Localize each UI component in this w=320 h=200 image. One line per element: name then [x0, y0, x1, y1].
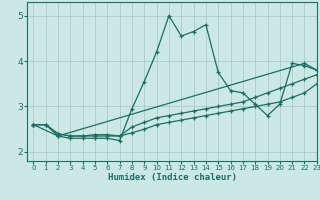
X-axis label: Humidex (Indice chaleur): Humidex (Indice chaleur): [108, 173, 236, 182]
